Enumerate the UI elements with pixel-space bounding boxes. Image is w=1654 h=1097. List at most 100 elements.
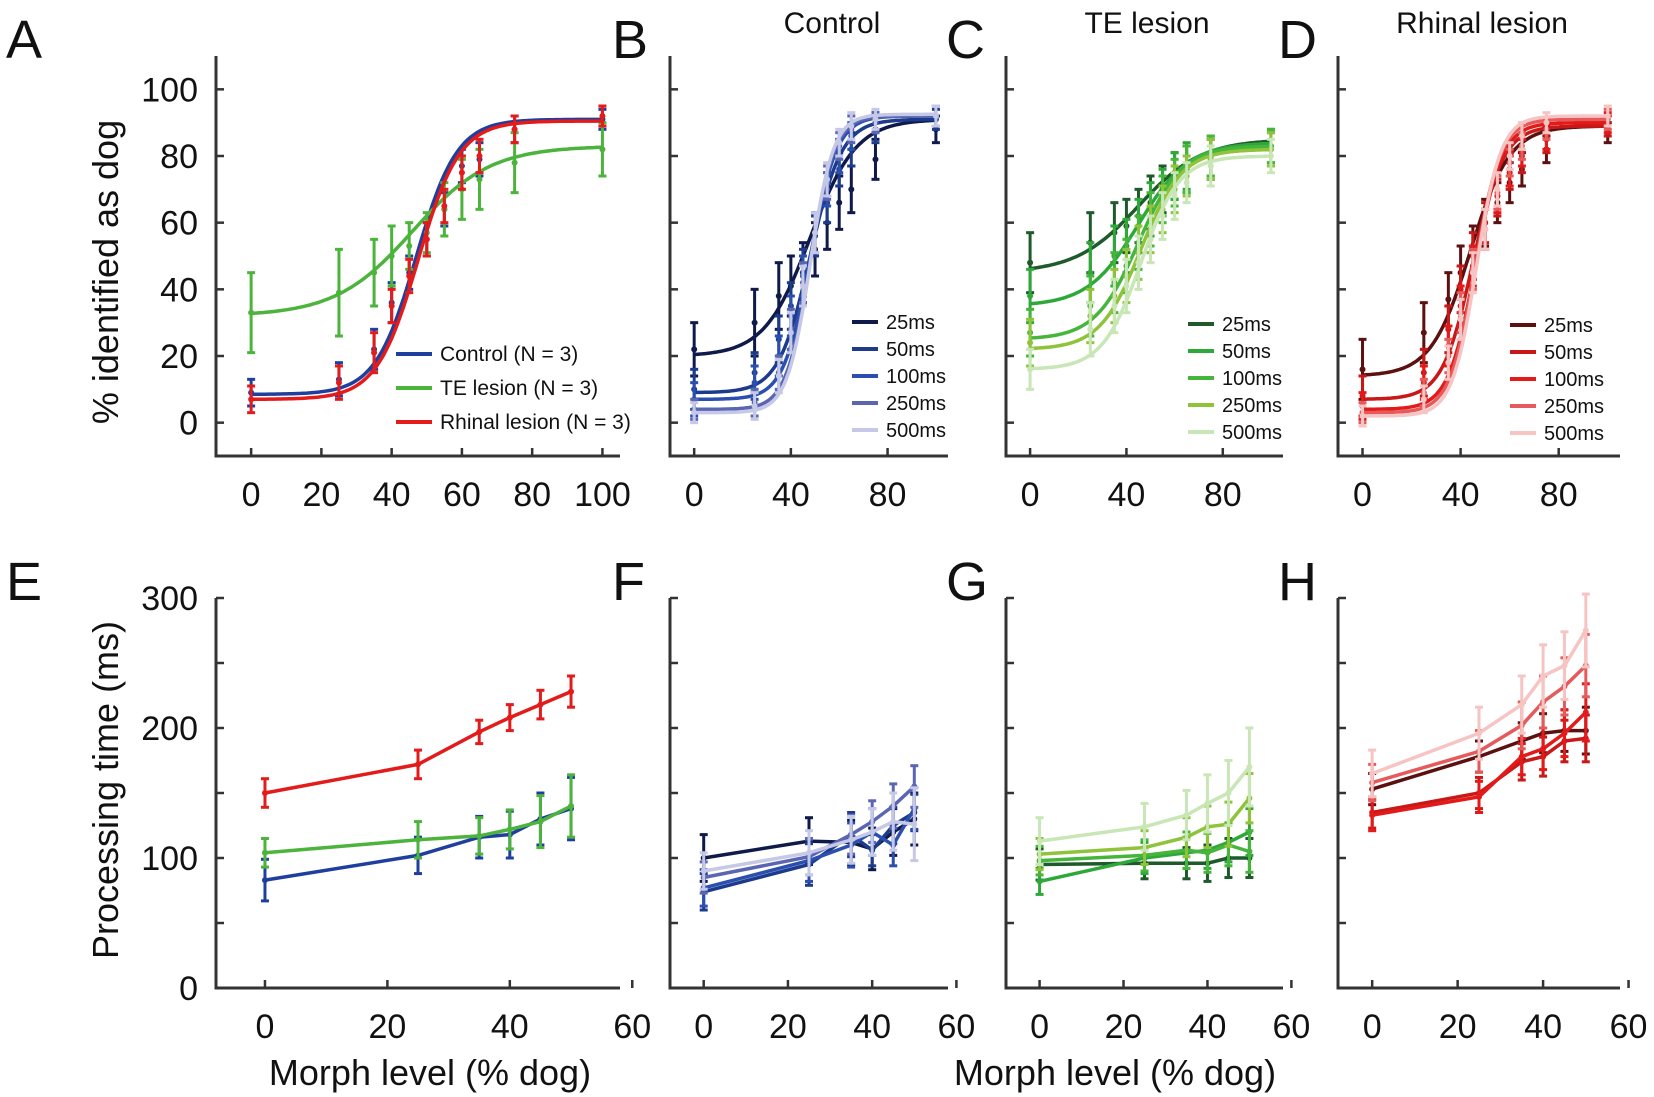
data-point	[1582, 709, 1589, 716]
series-line	[1371, 629, 1588, 776]
data-point	[388, 253, 395, 259]
series-500ms	[1358, 104, 1612, 428]
data-point	[1087, 269, 1094, 276]
data-point	[1027, 339, 1034, 346]
y-tick-label: 300	[141, 580, 198, 618]
x-tick-label: 20	[1105, 1008, 1143, 1046]
x-tick-label: 20	[302, 476, 340, 514]
legend-label: 50ms	[1544, 342, 1593, 364]
y-tick-label: 80	[160, 138, 198, 176]
data-point	[537, 701, 544, 708]
y-tick-label: 100	[141, 840, 198, 878]
data-point	[261, 849, 268, 856]
data-point	[1135, 259, 1142, 266]
legend-label: 500ms	[886, 420, 946, 442]
bottom-row-ylabel: Processing time (ms)	[85, 621, 126, 959]
legend-label: TE lesion (N = 3)	[440, 377, 598, 400]
panel-letter-d: D	[1278, 10, 1317, 70]
panel-letter-e: E	[6, 552, 42, 612]
legend-label: 25ms	[1222, 314, 1271, 336]
x-tick-label: 40	[1524, 1008, 1562, 1046]
panel-letter-f: F	[612, 552, 645, 612]
data-point	[911, 821, 918, 828]
data-point	[335, 289, 342, 296]
data-point	[1420, 396, 1427, 403]
series-line	[250, 145, 603, 316]
data-point	[423, 236, 430, 243]
data-point	[248, 396, 255, 403]
panel-f: F 0 20 40 60	[612, 552, 975, 1046]
data-point	[476, 176, 483, 183]
x-tick-label: 80	[1540, 476, 1578, 514]
legend-label: Rhinal lesion (N = 3)	[440, 411, 631, 434]
series-500ms	[1026, 137, 1275, 391]
data-point	[1036, 878, 1043, 885]
x-tick-label: 60	[613, 1008, 651, 1046]
series-line	[1362, 120, 1608, 412]
data-point	[1123, 283, 1130, 289]
series-te-lesion	[260, 773, 576, 869]
data-point	[476, 832, 483, 839]
series-500ms	[1035, 726, 1254, 866]
axis-lines	[1004, 598, 1283, 990]
data-point	[1359, 413, 1366, 419]
series-500ms	[690, 104, 940, 425]
series-line	[1371, 736, 1587, 815]
x-tick-label: 20	[1439, 1008, 1477, 1046]
data-point	[775, 293, 782, 299]
data-point	[775, 373, 782, 379]
x-tick-label: 40	[1108, 476, 1146, 514]
data-point	[824, 176, 831, 183]
data-point	[691, 409, 698, 416]
series-line	[1371, 711, 1588, 817]
data-point	[1027, 366, 1034, 373]
bottom-xlabel-left: Morph level (% dog)	[269, 1052, 591, 1093]
x-tick-label: 40	[772, 476, 810, 514]
data-point	[406, 243, 413, 249]
legend-label: 25ms	[1544, 315, 1593, 337]
series-line	[703, 819, 915, 873]
series-500ms	[1368, 592, 1590, 799]
series-100ms	[1368, 682, 1590, 833]
data-point	[506, 826, 513, 833]
data-point	[1469, 269, 1476, 276]
axis-lines	[1004, 56, 1283, 458]
data-point	[371, 269, 378, 276]
data-point	[388, 303, 395, 309]
legend-label: 250ms	[1222, 395, 1282, 417]
data-point	[1225, 790, 1232, 796]
y-tick-label: 0	[179, 970, 198, 1008]
panel-letter-a: A	[6, 10, 42, 70]
data-point	[751, 379, 758, 386]
data-point	[1482, 226, 1489, 233]
data-point	[1141, 823, 1148, 830]
data-point	[1111, 303, 1118, 309]
data-point	[806, 849, 812, 856]
data-point	[872, 156, 879, 163]
data-point	[1359, 366, 1366, 373]
panel-title-d: Rhinal lesion	[1396, 7, 1568, 40]
series-line	[264, 804, 572, 855]
series-line	[703, 785, 916, 880]
panel-e: E 0 100 200 300 0 20 40 60	[6, 552, 651, 1046]
data-point	[1561, 730, 1568, 737]
x-tick-label: 60	[443, 476, 481, 514]
x-tick-label: 60	[1272, 1008, 1310, 1046]
data-point	[1171, 193, 1178, 199]
legend: 25ms 50ms 100ms 250ms 500ms	[852, 312, 946, 442]
x-tick-label: 0	[1363, 1008, 1382, 1046]
data-point	[700, 868, 707, 874]
data-point	[1476, 730, 1482, 737]
data-point	[1159, 213, 1166, 219]
legend-label: 500ms	[1222, 422, 1282, 444]
data-point	[848, 186, 855, 193]
data-point	[848, 836, 855, 843]
legend-label: 100ms	[886, 366, 946, 388]
data-point	[599, 113, 606, 119]
data-point	[872, 116, 879, 123]
data-point	[476, 728, 483, 735]
series-line	[1362, 114, 1608, 418]
x-tick-label: 40	[1189, 1008, 1227, 1046]
data-point	[1027, 259, 1034, 266]
